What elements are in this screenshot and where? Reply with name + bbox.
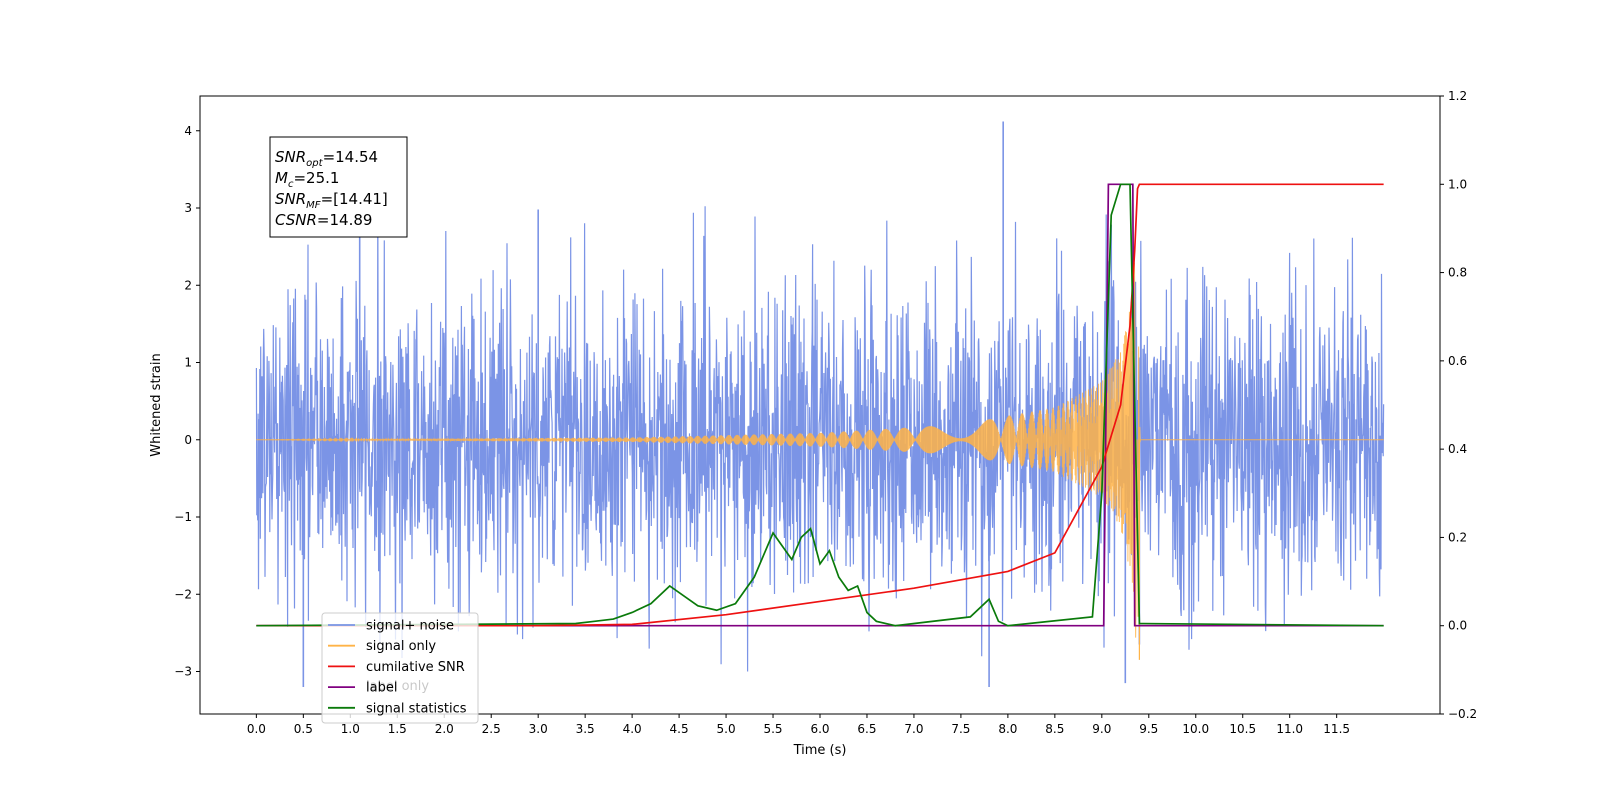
y2-tick-label: 1.2: [1448, 89, 1467, 103]
legend-box: [321, 612, 479, 724]
x-tick-label: 4.5: [670, 722, 689, 736]
series-signal-only: [256, 262, 1384, 638]
x-tick-label: 3.5: [576, 722, 595, 736]
y2-tick-label: 1.0: [1448, 177, 1467, 191]
annotation-line: CSNR=14.89: [275, 211, 372, 229]
y-axis-label: Whitened strain: [149, 353, 164, 456]
y-axis-left: −3 −2 −1 0 1 2 3 4: [174, 124, 200, 679]
x-tick-label: 2.0: [435, 722, 454, 736]
x-tick-label: 1.5: [388, 722, 407, 736]
y-tick-label: 3: [184, 201, 192, 215]
legend-label: signal statistics: [366, 701, 467, 716]
x-tick-label: 4.0: [623, 722, 642, 736]
annotation-line: SNRMF=[14.41]: [275, 190, 388, 211]
y-tick-label: 1: [184, 356, 192, 370]
y2-tick-label: 0.4: [1448, 442, 1467, 456]
x-tick-label: 7.0: [904, 722, 923, 736]
y-tick-label: 2: [184, 278, 192, 292]
legend-label: cumilative SNR: [366, 660, 465, 675]
x-tick-label: 0.5: [294, 722, 313, 736]
series-cumulative-snr: [256, 183, 1384, 627]
x-tick-label: 10.5: [1229, 722, 1256, 736]
annotation-box: [269, 136, 408, 238]
x-tick-label: 10.0: [1182, 722, 1209, 736]
x-tick-label: 11.5: [1323, 722, 1350, 736]
annotation-line: SNRopt=14.54: [275, 148, 378, 169]
series-signal-noise: [255, 200, 1385, 672]
y-axis-right: −0.2 0.0 0.2 0.4 0.6 0.8 1.0 1.2: [1440, 89, 1477, 721]
x-axis: 0.0 0.5 1.0 1.5 2.0 2.5 3.0 3.5 4.0 4.5 5.0 5.5 6.0 6…: [247, 714, 1350, 736]
y-tick-label: 4: [184, 124, 192, 138]
legend-label: label: [366, 681, 397, 696]
series-signal-statistics: [256, 183, 1384, 627]
x-tick-label: 1.0: [341, 722, 360, 736]
legend-label-hidden: label only: [366, 679, 429, 694]
x-tick-label: 8.0: [998, 722, 1017, 736]
y2-tick-label: 0.6: [1448, 354, 1467, 368]
plot-series: [255, 121, 1385, 687]
x-tick-label: 11.0: [1276, 722, 1303, 736]
x-axis-label: Time (s): [793, 743, 847, 758]
x-tick-label: 7.5: [951, 722, 970, 736]
x-tick-label: 3.0: [529, 722, 548, 736]
x-tick-label: 6.0: [810, 722, 829, 736]
y-tick-label: 0: [184, 433, 192, 447]
y2-tick-label: 0.8: [1448, 266, 1467, 280]
x-tick-label: 5.5: [763, 722, 782, 736]
y-tick-label: −1: [174, 510, 192, 524]
x-tick-label: 8.5: [1045, 722, 1064, 736]
y2-tick-label: 0.0: [1448, 619, 1467, 633]
x-tick-label: 9.5: [1139, 722, 1158, 736]
y-tick-label: −2: [174, 587, 192, 601]
x-tick-label: 2.5: [482, 722, 501, 736]
x-tick-label: 6.5: [857, 722, 876, 736]
legend-label: signal only: [366, 639, 436, 654]
metrics-annotation: SNRopt=14.54Mc=25.1SNRMF=[14.41]CSNR=14.…: [269, 136, 408, 238]
y2-tick-label: −0.2: [1448, 707, 1477, 721]
x-tick-label: 5.0: [717, 722, 736, 736]
x-tick-label: 9.0: [1092, 722, 1111, 736]
y2-tick-label: 0.2: [1448, 530, 1467, 544]
legend: signal+ noise signal only cumilative SNR la…: [321, 612, 479, 724]
y-tick-label: −3: [174, 665, 192, 679]
legend-label: signal+ noise: [366, 619, 454, 634]
x-tick-label: 0.0: [247, 722, 266, 736]
annotation-line: Mc=25.1: [275, 169, 339, 190]
